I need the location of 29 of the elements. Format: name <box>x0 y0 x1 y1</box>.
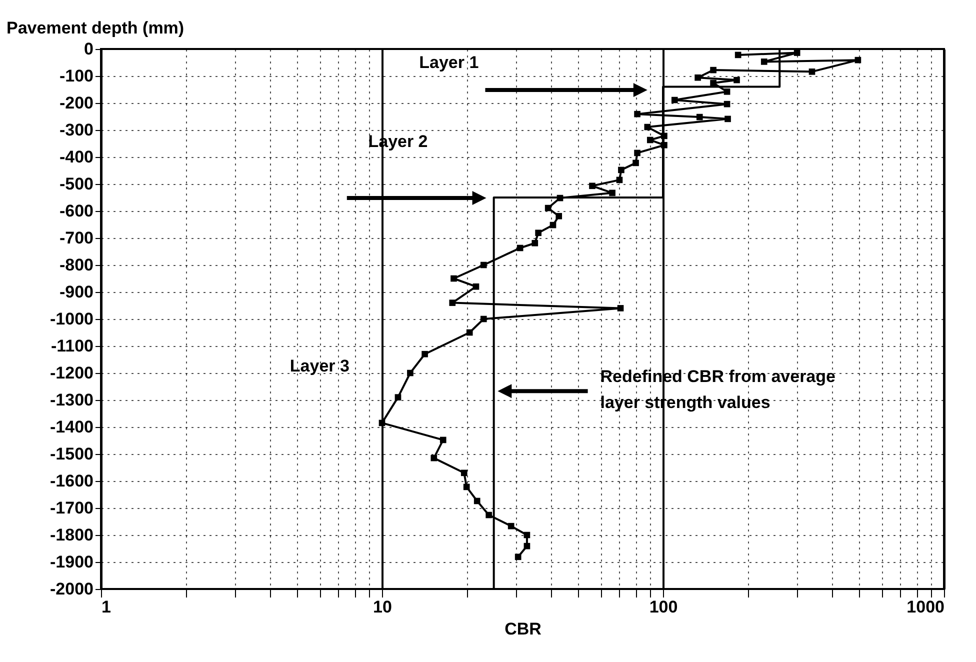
y-tick-label: -1600 <box>50 472 94 490</box>
x-tick-label: 1000 <box>906 598 944 616</box>
y-tick-label: -1300 <box>50 390 94 410</box>
y-tick-label: -1400 <box>50 418 94 436</box>
x-tick-label: 10 <box>373 598 392 616</box>
annotation: Layer 1 <box>419 53 479 72</box>
y-tick-label: -300 <box>59 120 94 140</box>
y-tick-label: -600 <box>59 202 94 220</box>
y-tick-label: -1000 <box>50 310 94 328</box>
y-tick-label: -500 <box>59 174 94 194</box>
x-tick-label: 100 <box>649 598 678 616</box>
annotation: Layer 3 <box>290 356 350 376</box>
y-tick-label: -1900 <box>50 552 94 572</box>
y-tick-label: -1100 <box>50 336 94 356</box>
x-tick-label: 1 <box>102 598 111 616</box>
y-axis-title: Pavement depth (mm) <box>6 18 184 38</box>
y-tick-label: -2000 <box>50 580 94 598</box>
y-tick-label: -1200 <box>50 364 94 382</box>
y-tick-label: -1800 <box>50 526 94 544</box>
y-tick-label: -200 <box>59 94 94 112</box>
y-tick-label: -900 <box>59 282 94 302</box>
y-tick-label: -1500 <box>50 444 94 464</box>
y-tick-label: -400 <box>59 148 94 166</box>
y-tick-label: -800 <box>59 256 94 274</box>
y-tick-label: 0 <box>84 40 94 58</box>
y-tick-label: -100 <box>59 66 94 86</box>
x-axis-title: CBR <box>504 620 542 638</box>
y-tick-label: -700 <box>59 228 94 248</box>
y-tick-label: -1700 <box>50 498 94 518</box>
